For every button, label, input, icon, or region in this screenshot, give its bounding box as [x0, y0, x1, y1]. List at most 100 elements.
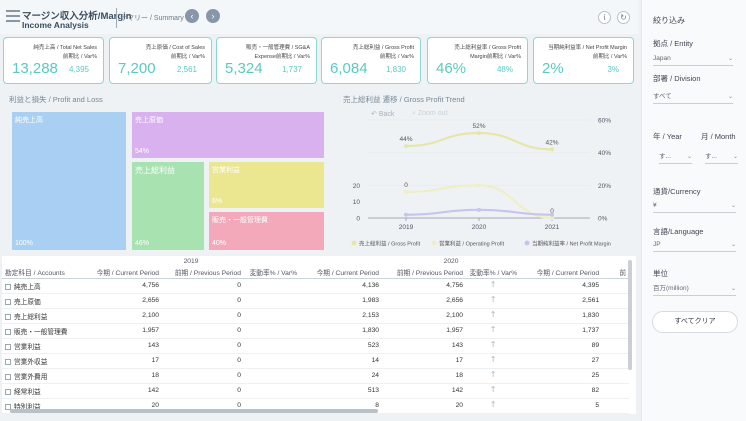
value-cell: 27 — [520, 353, 603, 369]
data-point — [477, 207, 481, 212]
menu-icon[interactable] — [6, 10, 20, 22]
expand-checkbox-icon[interactable] — [5, 283, 11, 290]
table-row[interactable]: 経常利益 142 0 513 142 🡑 82 — [2, 383, 630, 399]
col-var-2020[interactable]: 変動率% / Var% — [466, 267, 521, 279]
var-cell — [244, 383, 301, 399]
tile-pct: 100% — [15, 240, 33, 247]
tile-sga[interactable]: 販売・一般管理費 40% — [209, 212, 324, 250]
expand-checkbox-icon[interactable] — [5, 343, 11, 350]
col-var-2019[interactable]: 変動率% / Var% — [244, 267, 301, 279]
expand-checkbox-icon[interactable] — [5, 358, 11, 365]
y2-tick-label: 0 — [356, 216, 360, 223]
chevron-right-icon[interactable]: › — [206, 9, 220, 23]
tile-cost-of-sales[interactable]: 売上原価 54% — [132, 112, 324, 158]
value-cell: 1,737 — [520, 323, 603, 339]
back-button[interactable]: ↶ Back — [371, 110, 394, 118]
table-horizontal-scrollbar[interactable] — [10, 409, 378, 413]
table-row[interactable]: 販売・一般管理費 1,957 0 1,830 1,957 🡑 1,737 — [2, 323, 630, 339]
currency-dropdown[interactable]: ¥ ⌄ — [653, 199, 736, 213]
table-row[interactable]: 純売上高 4,756 0 4,136 4,756 🡑 4,395 — [2, 278, 630, 294]
up-arrow-icon: 🡑 — [466, 412, 521, 414]
kpi-card-gross-margin[interactable]: 売上総利益率 / Gross Profit Margin前期比 / Var% 4… — [427, 37, 528, 84]
chevron-down-icon: ⌄ — [732, 154, 738, 160]
table-row[interactable]: 売上総利益 2,100 0 2,153 2,100 🡑 1,830 — [2, 308, 630, 324]
value-cell — [602, 323, 630, 339]
var-cell — [244, 308, 301, 324]
table-row[interactable]: 営業利益 143 0 523 143 🡑 89 — [2, 338, 630, 354]
expand-checkbox-icon[interactable] — [5, 403, 11, 410]
var-cell — [244, 338, 301, 354]
currency-label: 通貨/Currency — [653, 187, 701, 196]
column-header-row: 勘定科目 / Accounts 今期 / Current Period 前期 /… — [2, 267, 630, 279]
kpi-card-net-sales[interactable]: 純売上高 / Total Net Sales 前期比 / Var% 13,288… — [3, 37, 104, 84]
value-cell: 20 — [382, 398, 467, 414]
col-current-2020[interactable]: 今期 / Current Period — [300, 267, 383, 279]
value-cell: 0 — [162, 293, 244, 309]
refresh-icon[interactable]: ↻ — [617, 11, 630, 24]
col-previous-2020[interactable]: 前期 / Previous Period — [382, 267, 467, 279]
header-bar: マージン収入分析/Margin Income Analysis サマリー / S… — [0, 0, 638, 34]
expand-checkbox-icon[interactable] — [5, 298, 11, 305]
kpi-title: 当期純利益率 / Net Profit Margin — [548, 45, 627, 51]
kpi-card-gross-profit[interactable]: 売上総利益 / Gross Profit 前期比 / Var% 6,084 1,… — [321, 37, 421, 84]
entity-dropdown[interactable]: Japan ⌄ — [653, 52, 733, 66]
col-current-2019[interactable]: 今期 / Current Period — [82, 267, 162, 279]
year-dropdown[interactable]: す... ⌄ — [659, 150, 692, 164]
tile-net-sales[interactable]: 純売上高 100% — [12, 112, 126, 250]
chevron-down-icon: ⌄ — [730, 203, 736, 209]
expand-checkbox-icon[interactable] — [5, 388, 11, 395]
data-point — [550, 212, 554, 217]
kpi-title: 販売・一般管理費 / SG&A — [246, 45, 310, 51]
entity-value: Japan — [653, 55, 671, 62]
zoom-out-button[interactable]: ⌕ Zoom out — [412, 110, 447, 118]
month-label: 月 / Month — [701, 132, 736, 141]
kpi-card-sga[interactable]: 販売・一般管理費 / SG&A Expense前期比 / Var% 5,324 … — [216, 37, 317, 84]
kpi-card-net-margin[interactable]: 当期純利益率 / Net Profit Margin 前期比 / Var% 2%… — [533, 37, 634, 84]
table-row[interactable]: 営業外収益 17 0 14 17 🡑 27 — [2, 353, 630, 369]
expand-checkbox-icon[interactable] — [5, 373, 11, 380]
col-current-2021[interactable]: 今期 / Current Period — [520, 267, 603, 279]
tile-operating-profit[interactable]: 営業利益 6% — [209, 162, 324, 208]
expand-checkbox-icon[interactable] — [5, 313, 11, 320]
data-point — [404, 189, 408, 194]
data-label: 0 — [550, 208, 554, 215]
division-dropdown[interactable]: すべて ⌄ — [653, 90, 733, 104]
value-cell: 25 — [520, 368, 603, 384]
table-row[interactable]: 営業外費用 18 0 24 18 🡑 25 — [2, 368, 630, 384]
year-header-blank — [2, 256, 82, 267]
value-cell: 1,830 — [300, 323, 383, 339]
account-name: 販売・一般管理費 — [14, 328, 68, 336]
unit-value: 百万(million) — [653, 285, 689, 292]
table-vertical-scrollbar[interactable] — [628, 260, 632, 370]
value-cell: 0 — [162, 308, 244, 324]
info-icon[interactable]: i — [598, 11, 611, 24]
filter-sidebar: 絞り込み 拠点 / Entity Japan ⌄ 部署 / Division すべ… — [641, 0, 746, 421]
up-arrow-icon: 🡑 — [466, 368, 521, 384]
header-divider — [116, 8, 117, 28]
y2-tick-label: 10 — [353, 199, 361, 206]
month-dropdown[interactable]: す... ⌄ — [705, 150, 738, 164]
kpi-card-cost-of-sales[interactable]: 売上原価 / Cost of Sales 前期比 / Var% 7,200 2,… — [109, 37, 212, 84]
unit-dropdown[interactable]: 百万(million) ⌄ — [653, 282, 736, 296]
up-arrow-icon: 🡑 — [466, 338, 521, 354]
value-cell: 0 — [162, 353, 244, 369]
division-label: 部署 / Division — [653, 74, 701, 83]
col-accounts[interactable]: 勘定科目 / Accounts — [2, 267, 82, 279]
chevron-left-icon[interactable]: ‹ — [185, 9, 199, 23]
col-previous-2021[interactable]: 前 — [602, 267, 630, 279]
kpi-subtitle: Expense前期比 / Var% — [254, 54, 310, 60]
pl-title: 利益と損失 / Profit and Loss — [9, 95, 103, 104]
language-dropdown[interactable]: JP ⌄ — [653, 238, 736, 252]
year-label: 年 / Year — [653, 132, 682, 141]
kpi-compare-value: 1,737 — [281, 65, 302, 74]
clear-all-button[interactable]: すべてクリア — [652, 311, 738, 333]
tile-gross-profit[interactable]: 売上総利益 46% — [132, 162, 204, 250]
col-previous-2019[interactable]: 前期 / Previous Period — [162, 267, 244, 279]
table-total-row[interactable]: 合計 / Total70018170🡑19 — [2, 412, 630, 414]
expand-checkbox-icon[interactable] — [5, 328, 11, 335]
value-cell: 2,100 — [82, 308, 162, 324]
year-header-blank — [602, 256, 630, 267]
table-row[interactable]: 売上原価 2,656 0 1,983 2,656 🡑 2,561 — [2, 293, 630, 309]
legend-label: 当期純利益率 / Net Profit Margin — [532, 240, 611, 248]
kpi-subtitle: Margin前期比 / Var% — [470, 54, 521, 60]
